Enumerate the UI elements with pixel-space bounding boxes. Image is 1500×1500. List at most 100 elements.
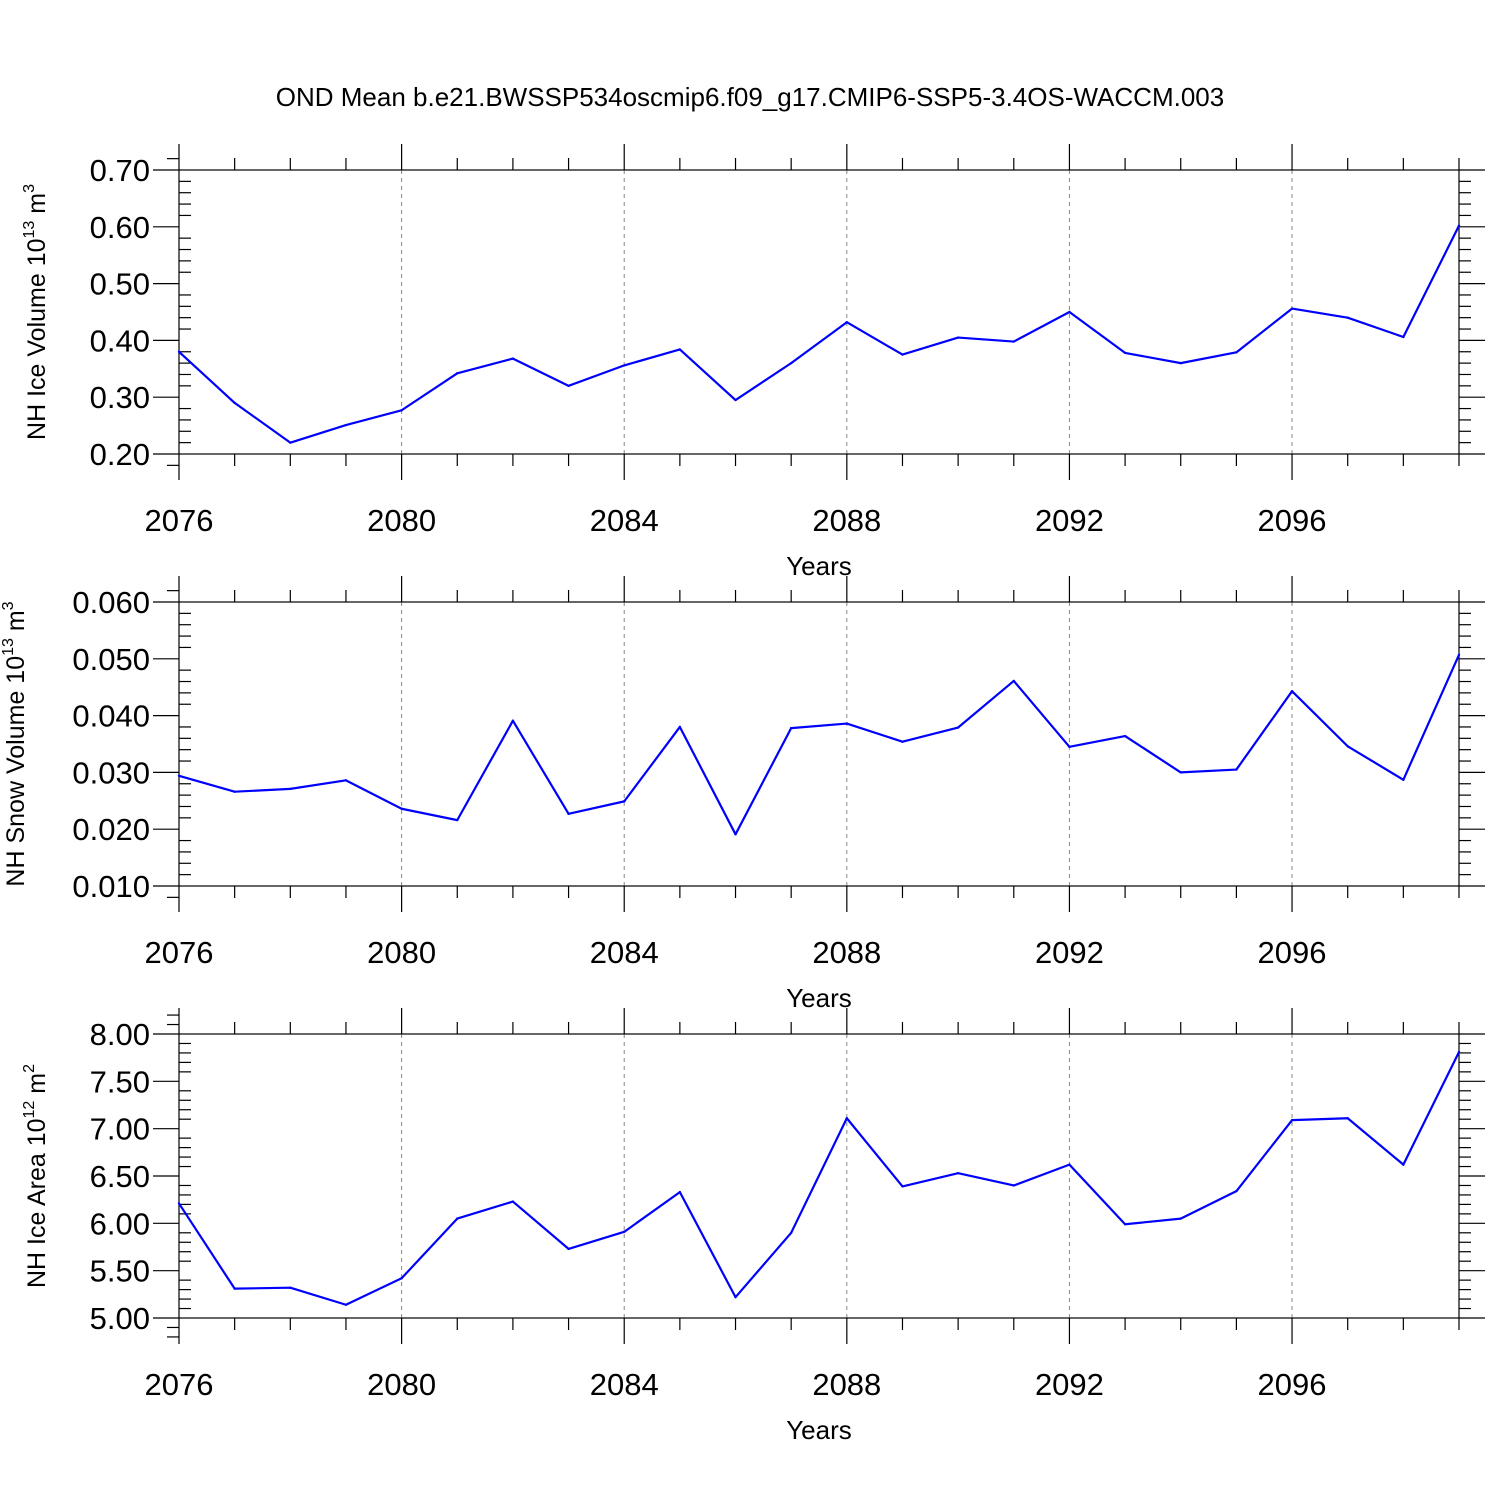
data-point [678, 725, 682, 729]
series-line [178, 654, 1461, 836]
x-tick-label: 2096 [1258, 1367, 1327, 1402]
y-tick-label: 0.020 [72, 812, 150, 847]
data-point [1457, 1050, 1461, 1054]
data-point [233, 401, 236, 405]
y-tick-label: 0.70 [90, 153, 150, 188]
data-point [400, 1277, 403, 1280]
data-point [1290, 1118, 1294, 1122]
data-point [177, 1202, 181, 1205]
y-label-unit-exponent: 3 [0, 601, 17, 610]
x-tick-label: 2076 [145, 1367, 214, 1402]
y-tick-label: 0.030 [72, 755, 150, 790]
data-point [1290, 689, 1294, 693]
y-tick-label: 6.50 [90, 1159, 150, 1194]
y-label-text: NH Snow Volume 10 [2, 656, 30, 887]
data-point [1235, 351, 1238, 354]
data-point [623, 1230, 626, 1234]
series-line [178, 1051, 1460, 1306]
plot-frame [178, 169, 1460, 455]
y-axis-label: NH Ice Volume 1013 m3 [21, 184, 51, 440]
data-point [456, 1217, 459, 1220]
data-point [1012, 340, 1015, 343]
data-point [1123, 351, 1127, 355]
data-point [623, 800, 626, 803]
x-tick-label: 2092 [1035, 1367, 1104, 1402]
x-tick-label: 2080 [367, 935, 436, 970]
x-tick-label: 2088 [812, 935, 881, 970]
x-tick-label: 2084 [590, 935, 659, 970]
data-point [233, 790, 236, 793]
y-axis-label: NH Ice Area 1012 m2 [21, 1064, 51, 1288]
data-point [1068, 310, 1071, 314]
x-axis-label: Years [786, 1415, 852, 1445]
data-point [344, 423, 348, 427]
data-point [956, 1171, 960, 1175]
data-point [901, 740, 904, 743]
data-point [901, 353, 904, 356]
data-point [1068, 745, 1071, 749]
data-point [400, 409, 403, 412]
data-point [456, 372, 459, 375]
y-tick-label: 0.60 [90, 210, 150, 245]
y-label-unit: m [23, 1073, 51, 1101]
data-point [567, 812, 570, 816]
x-tick-label: 2092 [1035, 503, 1104, 538]
x-tick-label: 2084 [590, 503, 659, 538]
y-tick-label: 5.00 [90, 1301, 150, 1336]
data-point [901, 1185, 904, 1188]
chart-panel-2: 2076 2080 2084 2088 2092 2096 0.010 0.020 0.030 0… [0, 576, 1485, 1013]
y-tick-label: 0.010 [72, 869, 150, 904]
data-point [233, 1287, 236, 1290]
data-point [956, 726, 960, 729]
data-point [344, 779, 348, 782]
data-point [1457, 653, 1461, 657]
data-point [956, 336, 960, 339]
data-point [845, 1117, 849, 1120]
data-point [1068, 1163, 1071, 1166]
data-point [1235, 1189, 1238, 1193]
data-point [511, 1200, 515, 1203]
y-tick-label: 8.00 [90, 1017, 150, 1052]
data-point [678, 348, 682, 351]
data-point [1346, 316, 1349, 319]
data-point [1290, 307, 1294, 310]
y-label-exponent: 13 [21, 221, 38, 239]
data-point [289, 1286, 292, 1289]
data-point [623, 364, 626, 367]
data-point [734, 1295, 737, 1299]
y-tick-label: 5.50 [90, 1254, 150, 1289]
data-point [1012, 1184, 1015, 1187]
data-point [1402, 1163, 1405, 1166]
data-point [1457, 224, 1461, 227]
data-point [511, 357, 515, 360]
x-tick-label: 2076 [145, 935, 214, 970]
y-tick-label: 7.00 [90, 1112, 150, 1147]
x-tick-label: 2096 [1258, 503, 1327, 538]
y-label-unit: m [2, 610, 30, 638]
y-tick-label: 0.40 [90, 323, 150, 358]
series-line [178, 225, 1460, 444]
data-point [845, 321, 849, 324]
y-label-text: NH Ice Volume 10 [23, 238, 51, 440]
x-tick-label: 2088 [812, 1367, 881, 1402]
data-point [1179, 771, 1182, 774]
y-label-unit-exponent: 2 [21, 1064, 38, 1073]
y-label-exponent: 12 [21, 1101, 38, 1119]
data-point [845, 722, 849, 725]
data-point [344, 1303, 348, 1306]
x-tick-label: 2080 [367, 1367, 436, 1402]
data-point [400, 807, 403, 810]
data-point [1012, 679, 1015, 683]
data-point [177, 350, 181, 353]
x-tick-label: 2084 [590, 1367, 659, 1402]
plot-frame [178, 601, 1460, 887]
data-point [1235, 768, 1238, 771]
data-point [1179, 361, 1182, 365]
data-point [1346, 745, 1349, 748]
y-label-unit: m [23, 193, 51, 221]
data-point [289, 787, 292, 791]
data-point [289, 441, 292, 444]
y-tick-label: 0.060 [72, 585, 150, 620]
data-point [789, 726, 793, 730]
x-tick-label: 2092 [1035, 935, 1104, 970]
